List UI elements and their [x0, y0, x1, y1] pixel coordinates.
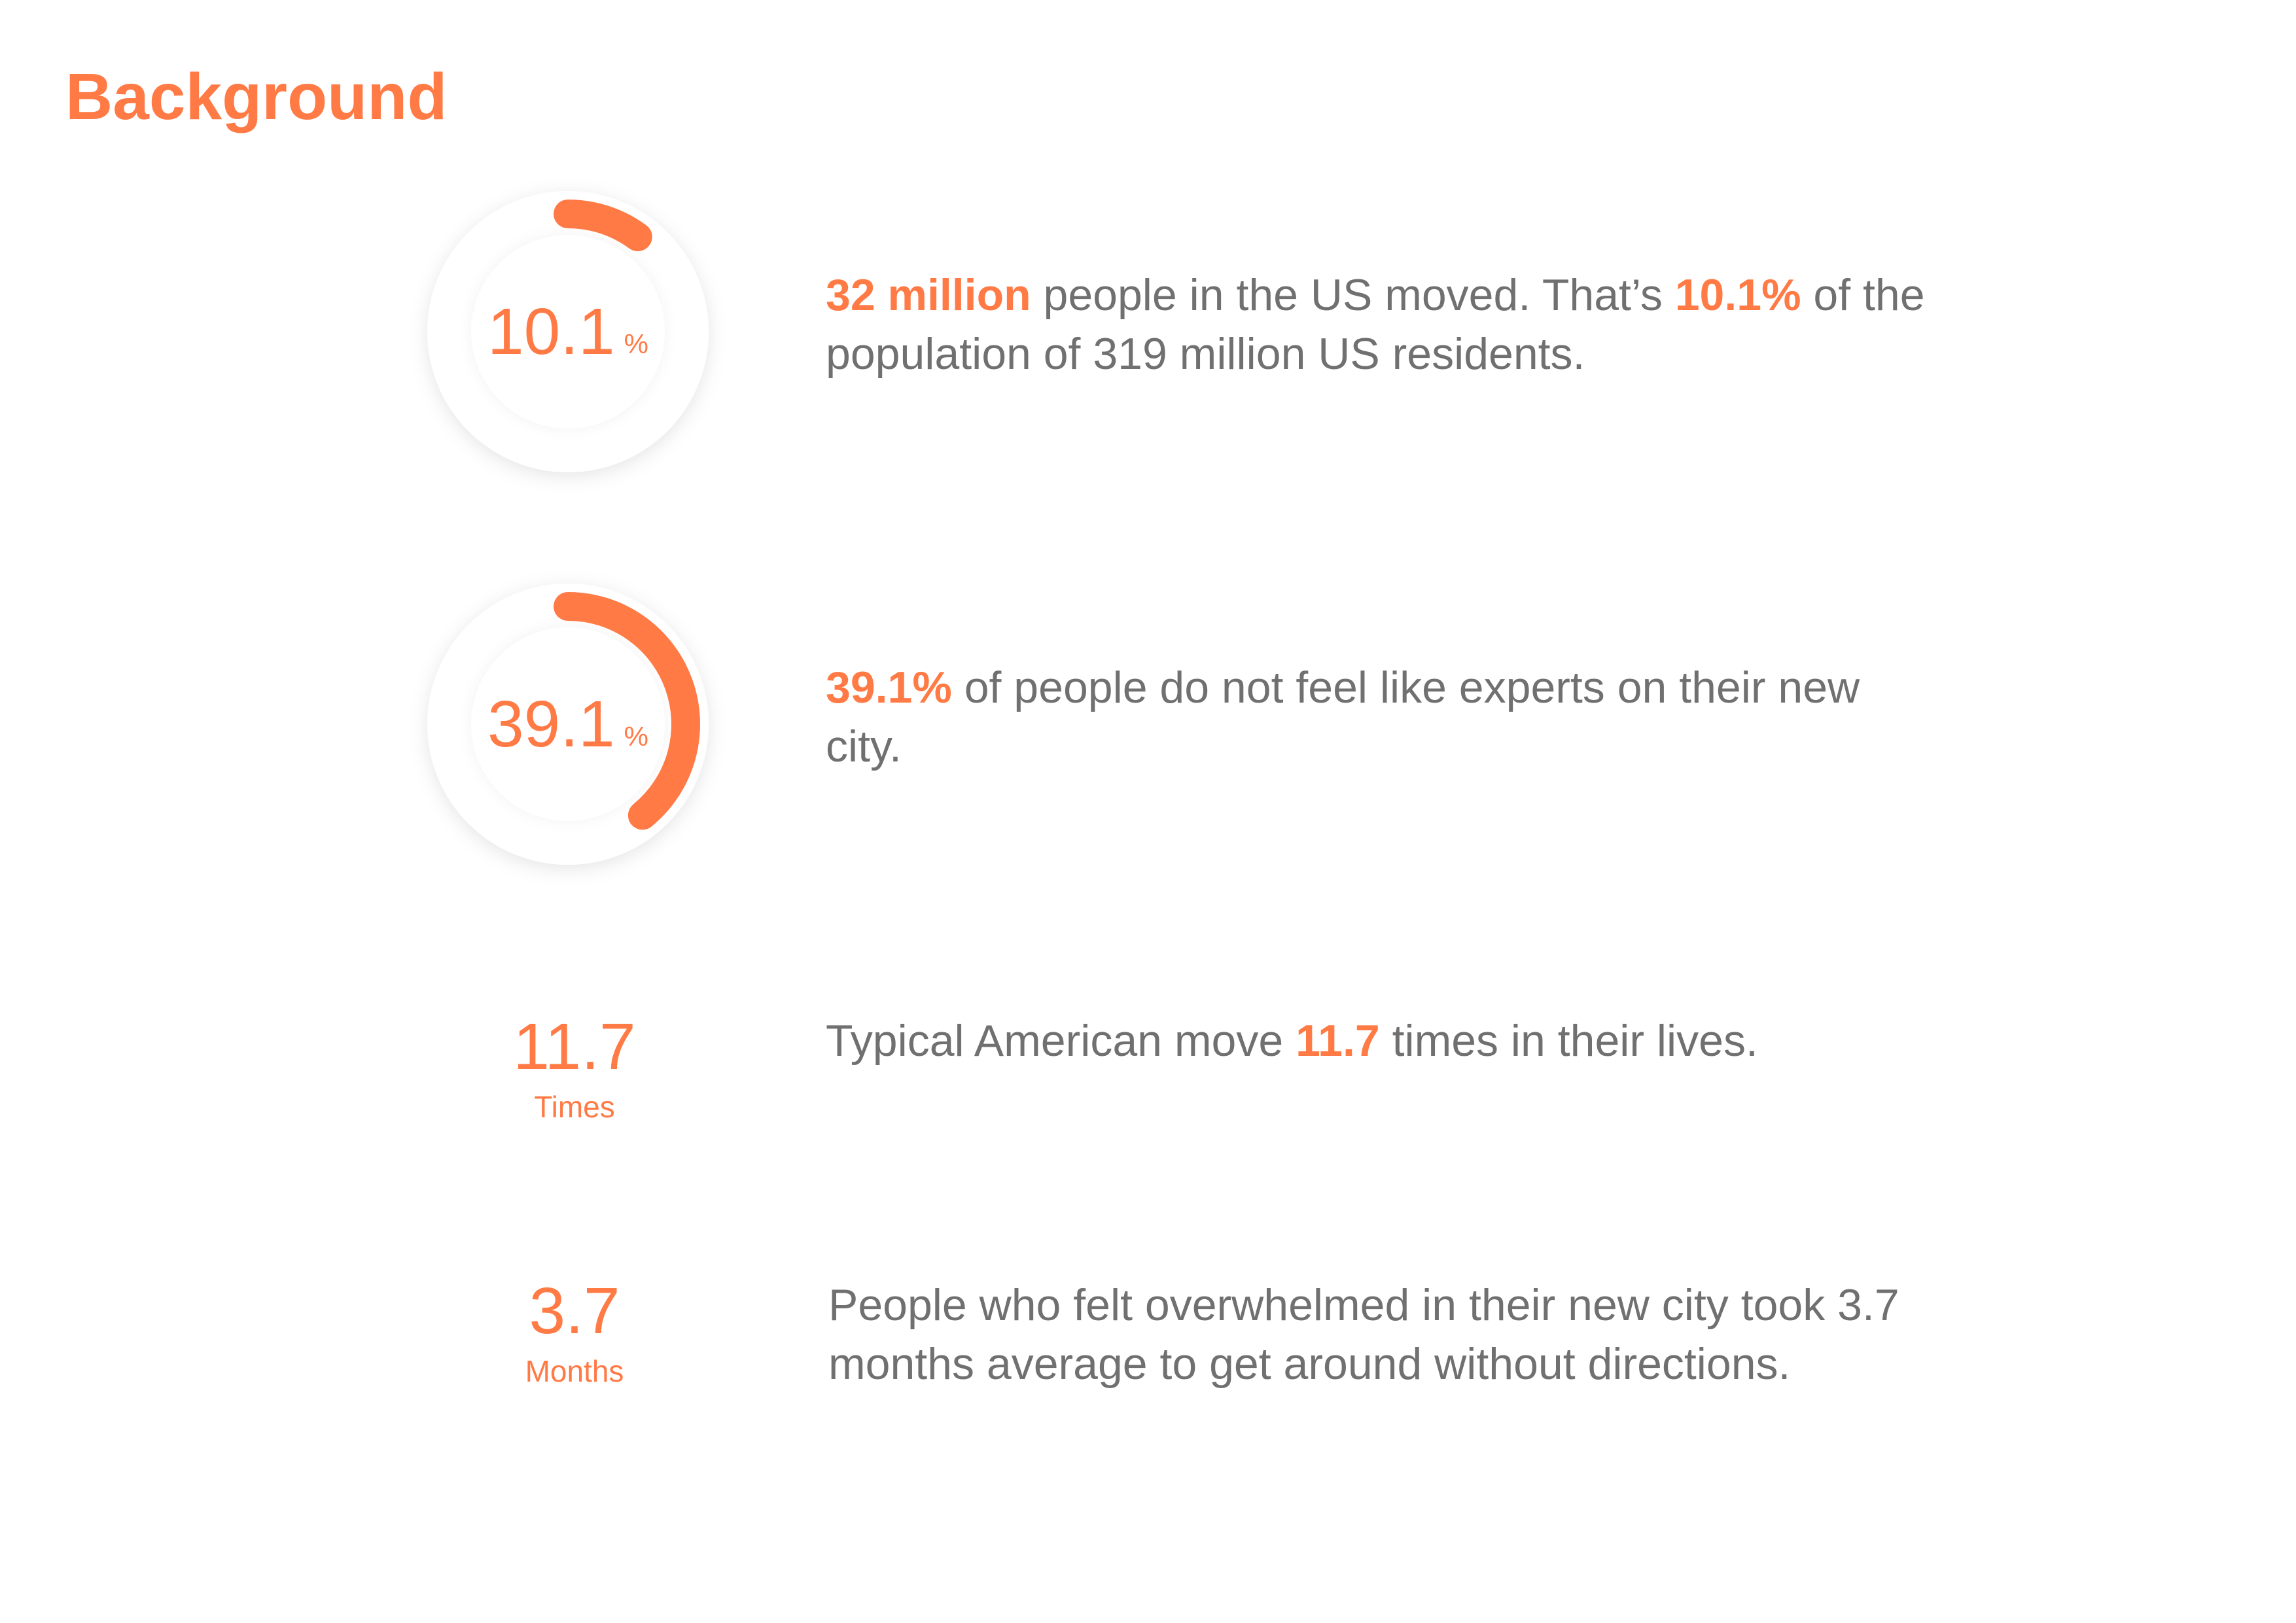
highlight-text: 10.1%	[1674, 270, 1801, 320]
stat-value: 11.7	[513, 1010, 636, 1083]
description-text: people in the US moved. That’s	[1031, 270, 1675, 320]
stat-description: People who felt overwhelmed in their new…	[828, 1276, 2006, 1393]
progress-ring	[427, 584, 709, 865]
stat-value: 10.1	[487, 295, 615, 368]
stat-unit: %	[624, 328, 648, 359]
stat-unit: Months	[525, 1354, 624, 1388]
ring-label: 10.1 %	[424, 188, 712, 476]
stat-unit: %	[624, 721, 648, 752]
ring-inner-disc	[471, 235, 665, 428]
ring-inner-disc	[471, 627, 665, 821]
highlight-text: 32 million	[826, 270, 1031, 320]
stat-value: 3.7	[529, 1274, 620, 1348]
stat-ring-experts: 39.1 %	[424, 580, 712, 868]
description-text: of people do not feel like experts on th…	[826, 663, 1860, 771]
stat-unit: Times	[534, 1090, 615, 1124]
stat-ring-moved: 10.1 %	[424, 188, 712, 476]
progress-arc	[554, 200, 652, 252]
stat-description: 32 million people in the US moved. That’…	[826, 266, 2069, 383]
description-text: Typical American move	[826, 1016, 1296, 1066]
description-text: of the population of 319 million US resi…	[826, 270, 1925, 379]
page-title: Background	[65, 60, 448, 133]
description-text: times in their lives.	[1379, 1016, 1758, 1066]
stat-number-moves: 11.7 Times	[444, 1013, 705, 1125]
stat-value: 39.1	[487, 688, 615, 761]
stat-description: 39.1% of people do not feel like experts…	[826, 658, 1938, 776]
progress-ring	[427, 191, 709, 472]
ring-label: 39.1 %	[424, 580, 712, 868]
highlight-text: 11.7	[1296, 1016, 1380, 1066]
stat-number-months: 3.7 Months	[444, 1277, 705, 1389]
stat-description: Typical American move 11.7 times in thei…	[826, 1011, 2069, 1070]
progress-arc	[554, 592, 700, 830]
description-text: People who felt overwhelmed in their new…	[828, 1280, 1899, 1389]
highlight-text: 39.1%	[826, 663, 952, 712]
